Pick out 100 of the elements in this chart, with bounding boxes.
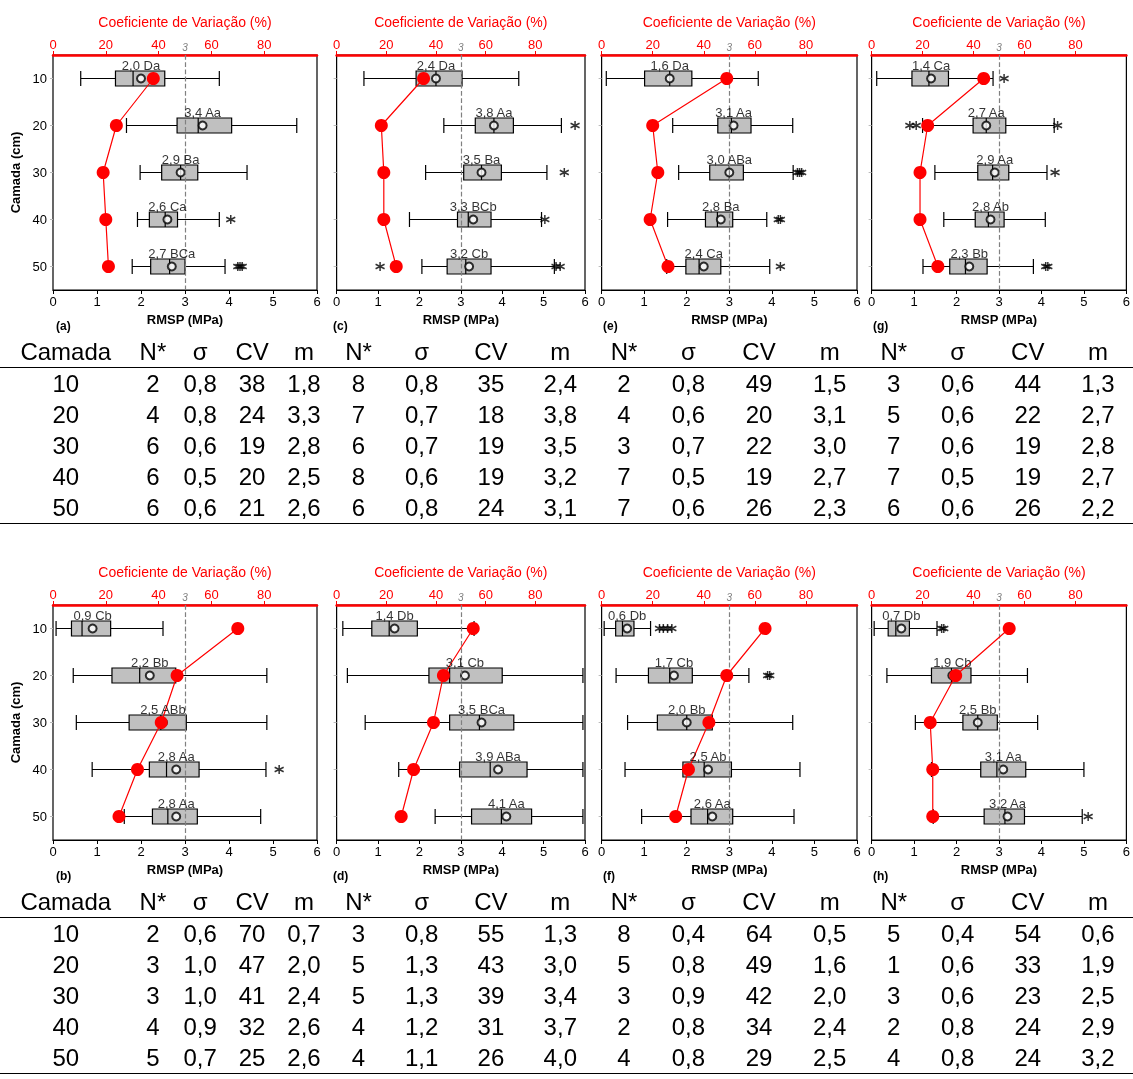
point [702, 716, 716, 729]
x-tick-label: 5 [810, 294, 819, 309]
point [374, 119, 388, 132]
text: 5 0,4 54 0,6 [887, 920, 1115, 947]
x2-tick-label: 80 [798, 37, 814, 52]
ref-line-label: 3 [458, 591, 465, 603]
x-tick-label: 2 [415, 844, 424, 859]
text: 8 0,8 35 2,4 [351, 370, 577, 397]
x-tick-label: 0 [598, 294, 606, 309]
point [949, 669, 963, 682]
x-tick-label: 2 [952, 844, 961, 859]
point [720, 669, 734, 682]
point [931, 260, 945, 273]
x2-tick-label: 20 [98, 587, 114, 602]
text: 3,1 Aa [715, 104, 752, 120]
text: 4 1,2 31 3,7 [351, 1013, 577, 1040]
x-tick-label: 6 [581, 294, 589, 309]
text: (g) [873, 319, 889, 333]
text: 3,8 Aa [475, 104, 513, 120]
point [926, 763, 940, 776]
text: (b) [56, 869, 72, 883]
text: 2,8 Ba [702, 198, 740, 214]
x2-axis-title: Coeficiente de Variação (%) [374, 14, 548, 30]
x-tick-label: 0 [598, 844, 606, 859]
y-axis-title: Camada (cm) [7, 681, 23, 764]
text: 2,4 Da [416, 57, 456, 73]
x-tick-label: 5 [1080, 294, 1088, 309]
text: 30 3 1,0 41 2,4 [52, 982, 321, 1009]
x2-tick-label: 60 [1017, 587, 1032, 602]
x2-tick-label: 0 [868, 37, 876, 52]
x-tick-label: 3 [725, 294, 733, 309]
x-tick-label: 2 [952, 294, 961, 309]
x-axis-title: RMSP (MPa) [146, 311, 224, 327]
text: 2,6 Ca [148, 198, 187, 214]
x-tick-label: 0 [49, 844, 57, 859]
x-tick-label: 5 [539, 844, 548, 859]
x-tick-label: 5 [269, 294, 277, 309]
point [130, 763, 144, 776]
point [466, 622, 480, 635]
text: 4 0,8 24 3,2 [887, 1044, 1115, 1071]
x-tick-label: 1 [640, 294, 648, 309]
text: 10 2 0,8 38 1,8 [52, 370, 321, 397]
x2-tick-label: 40 [966, 37, 981, 52]
x-tick-label: 6 [581, 844, 589, 859]
point [377, 213, 391, 226]
text: N* σ CV m [880, 888, 1108, 915]
x2-tick-label: 80 [1068, 587, 1083, 602]
x2-tick-label: 0 [868, 587, 876, 602]
text: 2,8 Aa [157, 748, 195, 764]
x-tick-label: 3 [457, 844, 465, 859]
x-tick-label: 0 [333, 294, 341, 309]
point [643, 213, 657, 226]
text: 50 5 0,7 25 2,6 [52, 1044, 321, 1071]
x2-tick-label: 40 [428, 587, 444, 602]
x-tick-label: 6 [853, 294, 861, 309]
point [170, 669, 184, 682]
ref-line-label: 3 [458, 41, 465, 53]
text: 2,6 Aa [693, 795, 731, 811]
x2-axis-title: Coeficiente de Variação (%) [642, 564, 816, 580]
point [394, 810, 408, 823]
text: 2,7 Aa [967, 104, 1005, 120]
text: 3,2 Aa [989, 795, 1026, 811]
text: 6 0,6 26 2,2 [887, 494, 1115, 521]
x-tick-label: 6 [1122, 294, 1130, 309]
x-tick-label: 3 [181, 844, 189, 859]
text: 7 0,6 19 2,8 [887, 432, 1115, 459]
point [99, 213, 113, 226]
x-tick-label: 6 [1122, 844, 1130, 859]
x-tick-label: 4 [225, 294, 233, 309]
text: 1,9 Cb [933, 654, 972, 670]
text: 6 0,7 19 3,5 [351, 432, 577, 459]
text: 2 0,8 34 2,4 [617, 1013, 847, 1040]
x2-tick-label: 20 [915, 37, 930, 52]
text: 2 0,8 49 1,5 [617, 370, 847, 397]
point [913, 213, 927, 226]
x2-tick-label: 80 [256, 37, 272, 52]
x-axis-title: RMSP (MPa) [691, 861, 768, 877]
x-tick-label: 2 [683, 294, 691, 309]
x2-tick-label: 0 [49, 587, 57, 602]
x-axis-title: RMSP (MPa) [960, 311, 1038, 327]
x2-axis-title: Coeficiente de Variação (%) [98, 564, 272, 580]
text: 7 0,6 26 2,3 [617, 494, 847, 521]
text: 20 3 1,0 47 2,0 [52, 951, 321, 978]
x-tick-label: 2 [415, 294, 424, 309]
text: 5 0,8 49 1,6 [617, 951, 847, 978]
text: 4 0,6 20 3,1 [617, 401, 847, 428]
ref-line-label: 3 [996, 591, 1003, 603]
x-tick-label: 6 [313, 294, 321, 309]
text: 3,5 Ba [462, 151, 501, 167]
x-tick-label: 1 [640, 844, 648, 859]
x-tick-label: 4 [1037, 294, 1046, 309]
text: 2,4 Ca [684, 245, 723, 261]
y-tick-label: 30 [32, 715, 47, 730]
text: N* σ CV m [610, 338, 840, 365]
text: 3 0,9 42 2,0 [617, 982, 847, 1009]
text: 2,9 Ba [161, 151, 200, 167]
x2-tick-label: 80 [1068, 37, 1083, 52]
x2-axis-title: Coeficiente de Variação (%) [912, 14, 1086, 30]
text: 0,6 Db [608, 607, 647, 623]
x2-tick-label: 0 [333, 37, 341, 52]
